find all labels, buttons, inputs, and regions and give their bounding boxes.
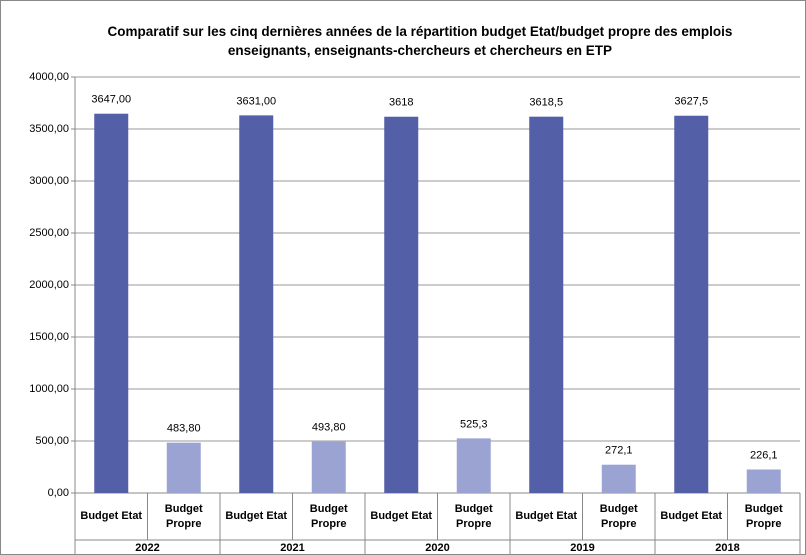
y-tick-label: 1500,00 <box>29 331 69 343</box>
x-tick-label: Budget Propre <box>599 502 638 530</box>
bar <box>239 115 274 493</box>
value-label: 3631,00 <box>236 95 276 107</box>
x-tick-label: Budget Propre <box>164 502 203 530</box>
bar <box>674 115 709 494</box>
x-tick-label: Budget Etat <box>225 510 288 522</box>
y-tick-label: 3500,00 <box>29 123 69 135</box>
x-tick-label: Budget Etat <box>515 510 578 522</box>
group-label: 2018 <box>715 542 740 554</box>
x-tick-label: Budget Propre <box>454 502 493 530</box>
y-tick-label: 2000,00 <box>29 279 69 291</box>
group-label: 2020 <box>425 542 450 554</box>
bar <box>94 113 129 493</box>
bar <box>311 441 346 493</box>
x-tick-label: Budget Etat <box>80 510 143 522</box>
value-label: 3647,00 <box>91 94 131 106</box>
bar <box>166 442 201 493</box>
y-tick-label: 3000,00 <box>29 175 69 187</box>
chart-title: Comparatif sur les cinq dernières années… <box>107 24 733 58</box>
bar <box>746 469 781 493</box>
y-tick-label: 1000,00 <box>29 383 69 395</box>
x-tick-label: Budget Etat <box>370 510 433 522</box>
group-label: 2022 <box>135 542 160 554</box>
bar <box>384 116 419 493</box>
y-tick-label: 0,00 <box>48 487 69 499</box>
value-label: 272,1 <box>605 445 633 457</box>
group-label: 2021 <box>280 542 305 554</box>
value-label: 493,80 <box>312 422 346 434</box>
bar <box>601 464 636 493</box>
value-label: 3618 <box>389 97 413 109</box>
value-label: 483,80 <box>167 423 201 435</box>
bar <box>529 116 564 494</box>
value-label: 525,3 <box>460 418 488 430</box>
value-label: 3627,5 <box>674 96 708 108</box>
value-label: 3618,5 <box>529 97 563 109</box>
x-tick-label: Budget Etat <box>660 510 723 522</box>
y-tick-label: 4000,00 <box>29 71 69 83</box>
y-tick-label: 2500,00 <box>29 227 69 239</box>
x-tick-label: Budget Propre <box>309 502 348 530</box>
y-tick-label: 500,00 <box>35 435 69 447</box>
value-label: 226,1 <box>750 449 778 461</box>
group-label: 2019 <box>570 542 595 554</box>
bar <box>456 438 491 493</box>
x-tick-label: Budget Propre <box>744 502 783 530</box>
